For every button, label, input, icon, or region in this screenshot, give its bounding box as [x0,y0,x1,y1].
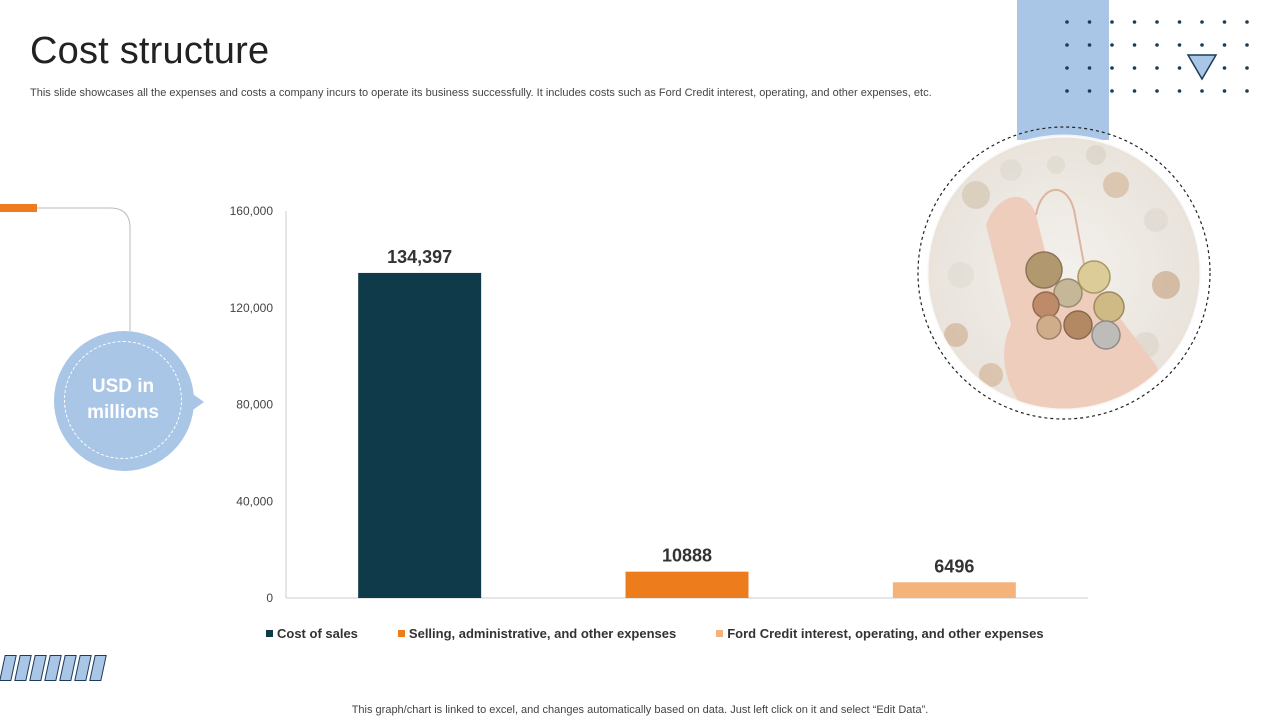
decorative-dot [1065,20,1069,24]
y-tick-label: 120,000 [230,301,274,315]
decorative-dot [1065,66,1069,70]
coins-photo [916,125,1212,421]
decorative-dot [1245,66,1249,70]
decorative-dot [1065,89,1069,93]
decorative-dot [1200,20,1204,24]
decorative-dot-grid [1065,20,1249,93]
decorative-dot [1132,66,1137,70]
decorative-dot [1155,43,1159,47]
unit-bubble-inner: USD in millions [64,341,182,459]
legend-label: Ford Credit interest, operating, and oth… [727,626,1044,641]
legend-item: Cost of sales [266,626,358,641]
legend-swatch [716,630,724,637]
bar [358,272,482,598]
decorative-dot [1177,20,1182,24]
legend-swatch [397,630,405,637]
decorative-dot [1155,20,1159,24]
decorative-dot [1200,89,1204,93]
decorative-dot [1245,20,1249,24]
y-tick-label: 80,000 [236,398,273,412]
bar [625,571,749,598]
decorative-dot [1222,43,1227,47]
unit-label: USD in millions [87,376,159,423]
chart-legend: Cost of sales Selling, administrative, an… [266,626,1084,641]
connector-line [37,207,131,331]
decorative-dot [1110,89,1114,93]
decorative-dot [1245,43,1249,47]
bar-chart: 0 40,000 80,000 120,000 160,000 134,397 10888… [230,204,1088,605]
page-title: Cost structure [30,30,270,72]
legend-label: Selling, administrative, and other expen… [408,626,677,641]
decorative-dot [1132,20,1137,24]
decorative-dot [1110,43,1114,47]
decorative-dot [1177,89,1182,93]
unit-bubble: USD in millions [54,331,194,471]
bar [892,582,1016,598]
decorative-stripes [0,655,107,681]
decorative-dot [1087,89,1092,93]
decorative-dot [1087,43,1092,47]
y-tick-label: 40,000 [236,494,273,508]
decorative-dot [1110,20,1114,24]
unit-bubble-pointer [190,392,204,412]
decorative-dot [1132,43,1137,47]
down-triangle-icon [1186,54,1218,81]
decorative-dot [1222,66,1227,70]
decorative-dot [1222,20,1227,24]
y-tick-label: 0 [266,591,273,605]
decorative-dot [1155,89,1159,93]
coins-in-hand-photo [917,126,1211,420]
decorative-dot [1132,89,1137,93]
legend-item: Ford Credit interest, operating, and oth… [716,626,1044,641]
legend-swatch [266,630,273,637]
decorative-dot [1177,66,1182,70]
decorative-dot [1245,89,1249,93]
legend-item: Selling, administrative, and other expen… [397,626,677,641]
decorative-blue-rectangle [1017,0,1109,140]
footer-note: This graph/chart is linked to excel, and… [351,704,929,716]
bar-data-label: 6496 [934,556,974,576]
decorative-dot [1200,43,1204,47]
decorative-dot [1065,43,1069,47]
orange-accent-tab [0,204,37,212]
decorative-dot [1222,89,1227,93]
page-subtitle: This slide showcases all the expenses an… [30,87,932,99]
stripe [89,655,107,681]
legend-label: Cost of sales [277,626,358,641]
decorative-dot [1177,43,1182,47]
decorative-dot [1087,20,1092,24]
bar-data-label: 134,397 [387,247,452,267]
decorative-dot [1110,66,1114,70]
bar-data-label: 10888 [662,546,712,566]
decorative-dot [1155,66,1159,70]
decorative-dot [1087,66,1092,70]
y-tick-label: 160,000 [230,204,274,218]
